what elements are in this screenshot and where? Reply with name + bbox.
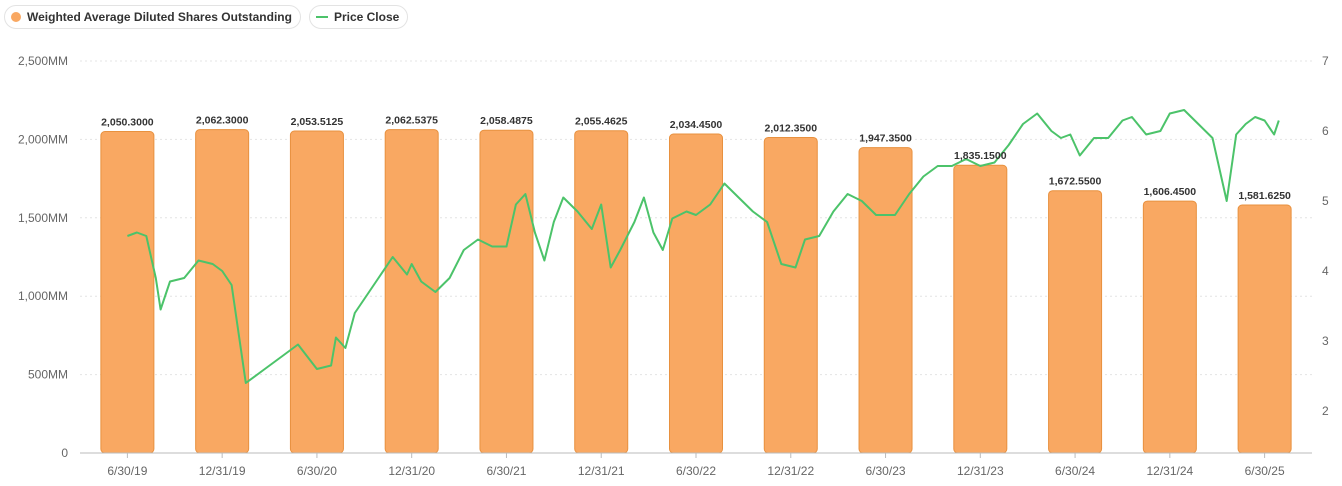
bar <box>858 147 913 454</box>
x-tick-label: 12/31/24 <box>1146 464 1193 478</box>
legend-swatch-shares <box>11 12 21 22</box>
y-right-tick-label: 3 <box>1322 334 1329 348</box>
x-tick-label: 6/30/24 <box>1055 464 1095 478</box>
legend-item-price[interactable]: Price Close <box>308 5 409 29</box>
y-right-tick-label: 4 <box>1322 264 1329 278</box>
x-tick-label: 12/31/22 <box>767 464 814 478</box>
x-tick-label: 12/31/21 <box>578 464 625 478</box>
bar <box>100 131 155 454</box>
x-tick-label: 12/31/20 <box>388 464 435 478</box>
bar-value-label: 2,062.3000 <box>196 115 249 127</box>
x-tick-label: 6/30/21 <box>486 464 526 478</box>
x-tick-label: 6/30/25 <box>1245 464 1285 478</box>
x-tick-label: 12/31/23 <box>957 464 1004 478</box>
x-tick-label: 6/30/20 <box>297 464 337 478</box>
bar <box>195 129 250 454</box>
x-tick-label: 6/30/23 <box>866 464 906 478</box>
bar-value-label: 2,012.3500 <box>764 122 817 134</box>
y-left-tick-label: 0 <box>61 446 68 460</box>
legend-label-shares: Weighted Average Diluted Shares Outstand… <box>27 10 292 24</box>
y-right-tick-label: 6 <box>1322 124 1329 138</box>
y-left-tick-label: 1,000MM <box>18 289 68 303</box>
bar-value-label: 1,947.3500 <box>859 133 912 145</box>
bar-value-label: 2,058.4875 <box>480 115 533 127</box>
legend-swatch-price <box>315 16 328 18</box>
bar <box>1237 204 1292 454</box>
y-right-tick-label: 7 <box>1322 54 1329 68</box>
bar-value-label: 2,034.4500 <box>670 119 723 131</box>
bar-labels-group: 2,050.3000 2,062.3000 2,053.5125 2,062.5375… <box>101 115 1291 202</box>
price-line <box>127 109 1280 384</box>
bar <box>763 136 818 454</box>
legend-item-shares[interactable]: Weighted Average Diluted Shares Outstand… <box>4 5 301 29</box>
bars-group <box>100 129 1292 454</box>
bar <box>289 130 344 454</box>
y-left-tick-label: 1,500MM <box>18 211 68 225</box>
price-line-group <box>127 109 1280 384</box>
axes-group: 0 500MM 1,000MM 1,500MM 2,000MM 2,500MM 2 3 4 5 6 7… <box>18 54 1329 478</box>
y-right-tick-label: 2 <box>1322 404 1329 418</box>
x-tick-label: 12/31/19 <box>199 464 246 478</box>
bar <box>1048 190 1103 454</box>
bar-value-label: 2,053.5125 <box>291 116 344 128</box>
x-tick-label: 6/30/22 <box>676 464 716 478</box>
bar-value-label: 1,835.1500 <box>954 150 1007 162</box>
bar-value-label: 1,672.5500 <box>1049 176 1102 188</box>
x-tick-label: 6/30/19 <box>107 464 147 478</box>
y-left-tick-label: 500MM <box>28 368 68 382</box>
bar <box>953 164 1008 454</box>
bar <box>574 130 629 454</box>
bar <box>1142 200 1197 454</box>
bar-value-label: 2,055.4625 <box>575 116 628 128</box>
bar <box>479 129 534 454</box>
legend-label-price: Price Close <box>333 10 400 24</box>
bar-value-label: 2,062.5375 <box>385 115 438 127</box>
chart-legend: Weighted Average Diluted Shares Outstand… <box>4 5 409 29</box>
bar-value-label: 1,581.6250 <box>1238 190 1291 202</box>
bar <box>669 133 723 454</box>
y-left-tick-label: 2,000MM <box>18 132 68 146</box>
y-left-tick-label: 2,500MM <box>18 54 68 68</box>
bar-value-label: 2,050.3000 <box>101 117 154 129</box>
bar-value-label: 1,606.4500 <box>1144 186 1197 198</box>
bar <box>384 129 439 454</box>
y-right-tick-label: 5 <box>1322 194 1329 208</box>
